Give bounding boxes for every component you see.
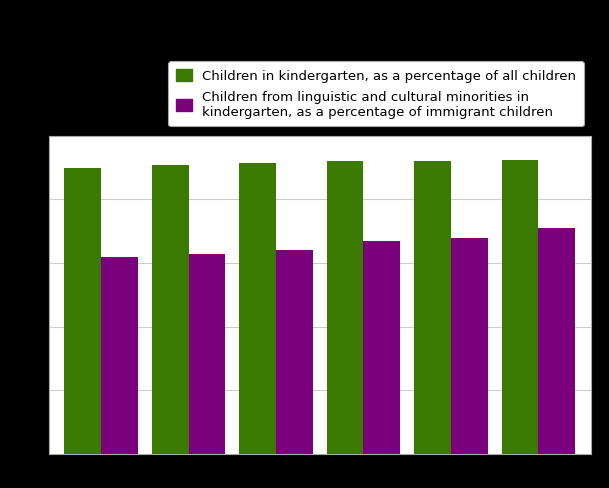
Bar [538,228,575,454]
Bar [502,161,538,454]
Bar [65,168,101,454]
Bar [451,238,488,454]
Bar [364,242,400,454]
Bar [101,257,138,454]
Bar [414,162,451,454]
Bar [189,254,225,454]
Legend: Children in kindergarten, as a percentage of all children, Children from linguis: Children in kindergarten, as a percentag… [168,62,584,127]
Bar [326,162,364,454]
Bar [276,251,313,454]
Bar [152,165,189,454]
Bar [239,163,276,454]
